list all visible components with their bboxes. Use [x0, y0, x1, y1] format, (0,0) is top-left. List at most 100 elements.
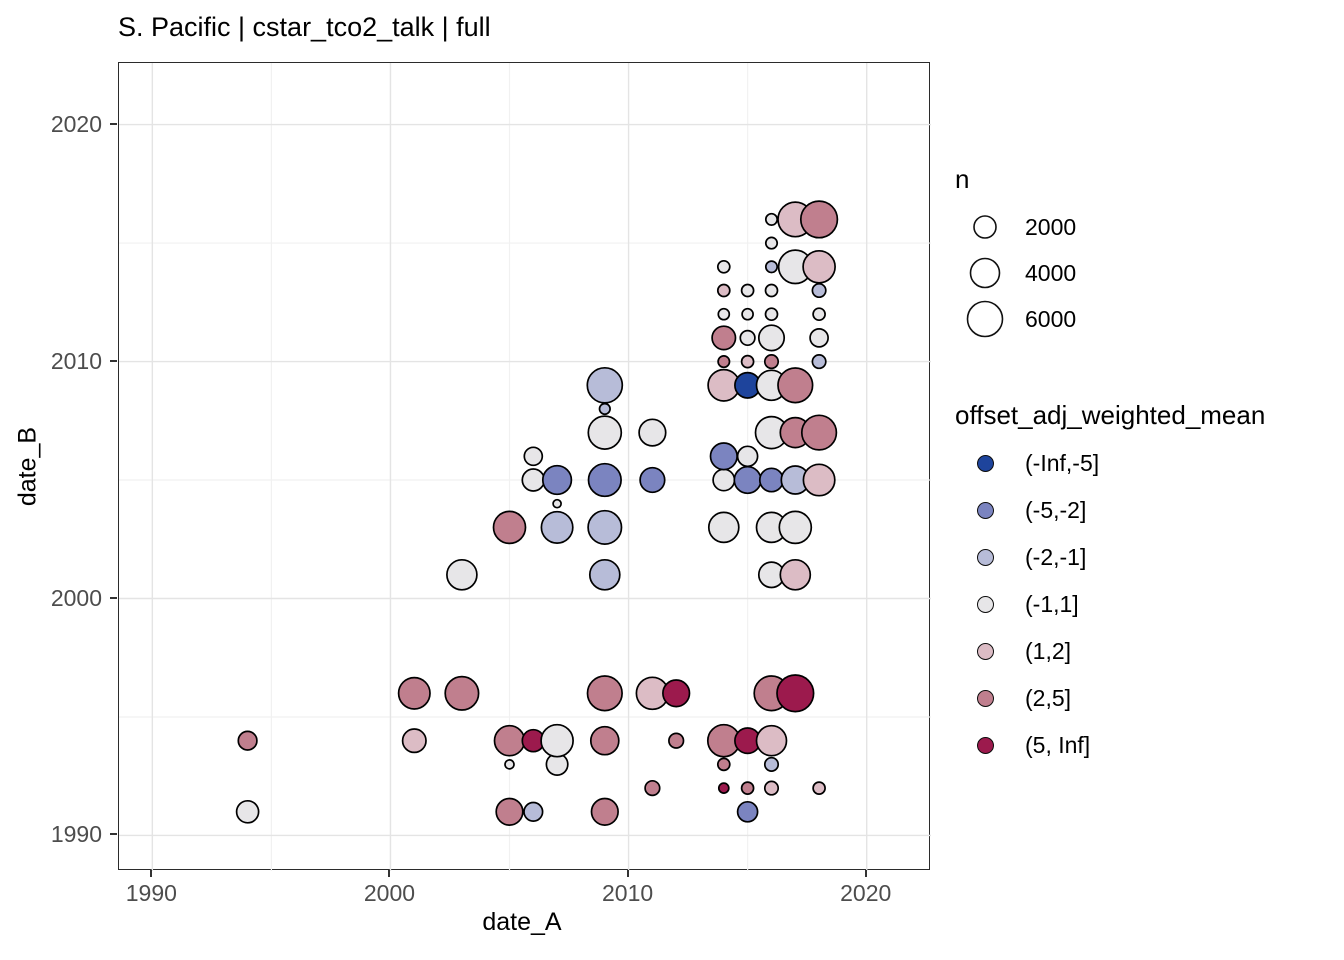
color-legend-label: (5, Inf] [1025, 732, 1091, 758]
y-tick-mark [110, 596, 117, 599]
color-legend-label: (1,2] [1025, 638, 1072, 664]
color-legend-row: (1,2] [955, 628, 1265, 675]
data-point [809, 328, 829, 348]
color-legend-row: (-2,-1] [955, 534, 1265, 581]
color-legend-row: (5, Inf] [955, 722, 1265, 769]
chart-title: S. Pacific | cstar_tco2_talk | full [118, 12, 491, 42]
data-point [523, 801, 544, 822]
data-point [662, 679, 691, 708]
data-point [777, 367, 814, 404]
data-point [446, 558, 478, 591]
y-tick-label: 2000 [50, 584, 102, 611]
data-point [444, 675, 480, 711]
data-point [598, 402, 611, 416]
data-point [755, 724, 788, 757]
data-point [802, 463, 836, 497]
data-point [757, 324, 786, 352]
color-key-cell [955, 596, 1015, 613]
color-legend-label: (-2,-1] [1025, 544, 1087, 570]
y-tick-mark [110, 359, 117, 362]
data-point [588, 558, 621, 591]
data-point [812, 781, 826, 795]
data-point [811, 282, 827, 299]
data-point [589, 725, 620, 756]
size-legend-circle [966, 300, 1004, 338]
y-tick-label: 2010 [50, 347, 102, 374]
data-point [397, 676, 431, 710]
color-key-cell [955, 737, 1015, 754]
y-tick-mark [110, 833, 117, 836]
data-point [237, 730, 258, 751]
data-point [802, 249, 836, 284]
color-key-cell [955, 502, 1015, 519]
color-legend-rows: (-Inf,-5] (-5,-2] (-2,-1] (-1,1] (1,2] (2,5] (… [955, 440, 1265, 769]
color-legend-row: (-5,-2] [955, 487, 1265, 534]
color-key-cell [955, 549, 1015, 566]
data-point [504, 759, 515, 770]
data-point [776, 674, 815, 713]
size-legend-label: 4000 [1025, 259, 1077, 286]
data-point [711, 325, 737, 351]
data-point [552, 498, 562, 509]
color-key-cell [955, 455, 1015, 472]
data-point [763, 354, 780, 370]
color-legend-swatch [976, 549, 994, 566]
y-tick-label: 2020 [50, 110, 102, 137]
data-point [799, 200, 839, 239]
data-point [712, 468, 736, 492]
color-legend-swatch [976, 737, 994, 754]
color-legend-swatch [976, 596, 994, 613]
data-point [540, 510, 574, 544]
data-point [638, 418, 667, 447]
data-point [587, 415, 623, 450]
size-legend-title: n [955, 164, 970, 194]
size-legend-row: 4000 [955, 250, 1076, 296]
plot-panel [118, 62, 931, 871]
data-point [540, 723, 574, 758]
data-point [521, 468, 546, 492]
data-point [812, 307, 826, 322]
size-legend-rows: 2000 4000 6000 [955, 204, 1076, 342]
data-point [800, 414, 838, 451]
data-point [495, 797, 524, 826]
data-point [740, 781, 755, 795]
data-point [639, 466, 666, 494]
color-legend-swatch [976, 643, 994, 660]
size-legend-circle [969, 257, 1001, 289]
x-tick-mark [626, 870, 629, 877]
x-tick-label: 1990 [125, 880, 177, 906]
data-point [717, 355, 731, 369]
data-point [764, 260, 779, 274]
color-legend-label: (-Inf,-5] [1025, 450, 1100, 476]
data-point [740, 354, 755, 369]
data-point [707, 511, 740, 544]
size-legend-row: 2000 [955, 204, 1076, 250]
x-tick-label: 2000 [363, 880, 416, 906]
x-tick-label: 2010 [601, 880, 654, 906]
data-point [779, 558, 812, 591]
data-point [716, 757, 731, 772]
data-point [717, 782, 730, 794]
data-point [741, 307, 754, 321]
x-axis-title: date_A [482, 908, 562, 936]
data-point [764, 212, 779, 226]
data-point [758, 467, 785, 493]
data-point [586, 675, 623, 712]
size-legend: n 2000 4000 6000 [955, 164, 1076, 342]
color-legend-label: (2,5] [1025, 685, 1072, 711]
data-point [716, 259, 731, 274]
data-point [736, 445, 759, 468]
data-point [709, 442, 738, 471]
data-point [717, 307, 731, 321]
color-legend-swatch [976, 502, 994, 519]
data-point [764, 283, 779, 298]
color-legend: offset_adj_weighted_mean (-Inf,-5] (-5,-2… [955, 400, 1265, 769]
data-point [778, 510, 813, 545]
color-legend-row: (-1,1] [955, 581, 1265, 628]
data-point [763, 780, 780, 796]
data-point [736, 800, 759, 823]
data-point [733, 465, 762, 495]
data-point [586, 366, 624, 404]
size-key-cell [955, 297, 1015, 341]
